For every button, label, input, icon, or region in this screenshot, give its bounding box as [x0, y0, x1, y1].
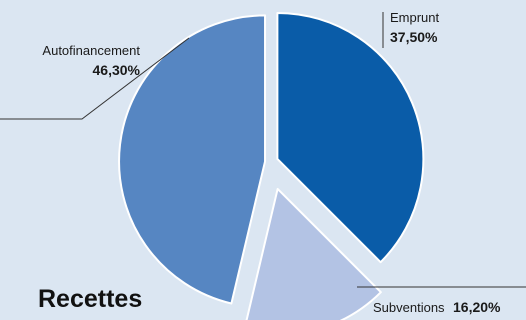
label-emprunt: Emprunt [390, 10, 440, 25]
value-subventions: 16,20% [453, 299, 501, 315]
pie-slices [118, 11, 425, 320]
leader-lines [0, 12, 526, 288]
chart-title: Recettes [38, 285, 142, 313]
pie-slice-subventions [245, 187, 382, 320]
pie-slice-autofinancement [118, 14, 267, 305]
label-autofinancement: Autofinancement [42, 43, 140, 58]
value-emprunt: 37,50% [390, 29, 438, 45]
label-subventions-group: Subventions 16,20% [373, 299, 501, 316]
pie-slice-emprunt [276, 11, 425, 264]
value-autofinancement: 46,30% [93, 62, 141, 78]
label-subventions: Subventions [373, 300, 445, 315]
leader-autofinancement [0, 37, 190, 120]
